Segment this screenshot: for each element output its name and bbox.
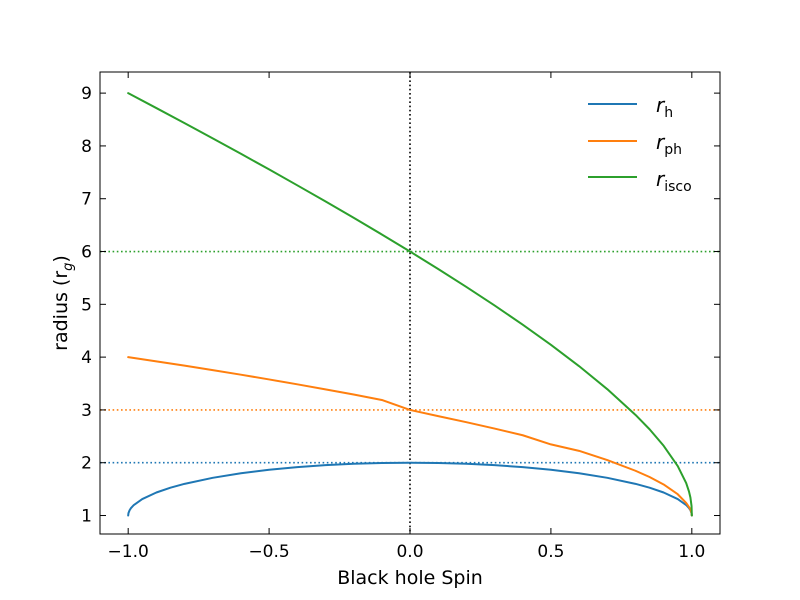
x-tick-label: −0.5 bbox=[248, 542, 289, 562]
y-tick-label: 4 bbox=[81, 348, 92, 368]
legend-entry: rh bbox=[588, 93, 673, 121]
legend: rh rph risco bbox=[588, 93, 692, 195]
y-tick-label: 8 bbox=[81, 137, 92, 157]
y-tick-label: 9 bbox=[81, 84, 92, 104]
legend-entry: risco bbox=[588, 167, 692, 195]
y-tick-label: 1 bbox=[81, 507, 92, 527]
series-line-rph bbox=[127, 356, 693, 517]
y-tick-label: 2 bbox=[81, 454, 92, 474]
series-line-rh bbox=[127, 461, 693, 517]
y-tick-label: 5 bbox=[81, 295, 92, 315]
y-axis-label-main: radius (r bbox=[50, 271, 72, 351]
series-lines bbox=[127, 92, 693, 517]
x-axis-label: Black hole Spin bbox=[337, 567, 483, 589]
tick-labels: −1.0 −0.5 0.0 0.5 1.0 1 2 3 4 5 6 7 8 9 bbox=[81, 84, 705, 562]
series-line-risco bbox=[127, 92, 693, 517]
y-axis-label: radius (rg) bbox=[50, 255, 76, 351]
y-tick-label: 6 bbox=[81, 243, 92, 263]
x-tick-label: 1.0 bbox=[678, 542, 705, 562]
y-axis-label-sub: g bbox=[61, 263, 76, 271]
y-tick-label: 3 bbox=[81, 401, 92, 421]
y-tick-label: 7 bbox=[81, 190, 92, 210]
y-axis-label-close: ) bbox=[50, 255, 72, 262]
legend-label-rh: rh bbox=[656, 93, 673, 121]
legend-label-rph: rph bbox=[656, 130, 682, 158]
legend-label-risco: risco bbox=[656, 167, 692, 195]
x-tick-label: −1.0 bbox=[108, 542, 149, 562]
legend-entry: rph bbox=[588, 130, 682, 158]
x-tick-label: 0.0 bbox=[396, 542, 423, 562]
axis-ticks bbox=[100, 72, 720, 534]
x-tick-label: 0.5 bbox=[537, 542, 564, 562]
